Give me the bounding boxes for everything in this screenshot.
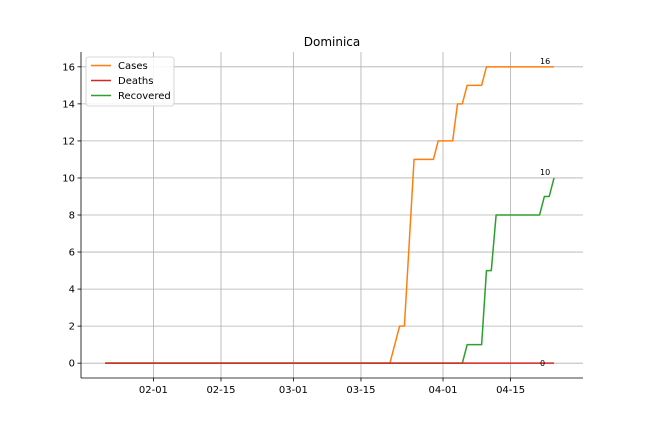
y-tick-label: 12 (62, 136, 75, 147)
end-label-cases: 16 (540, 57, 550, 66)
series-line-recovered (105, 177, 555, 364)
axes (77, 52, 583, 382)
x-tick-label: 04-01 (428, 385, 457, 396)
x-tick-label: 03-15 (346, 385, 375, 396)
y-tick-label: 16 (62, 62, 75, 73)
x-tick-label: 03-01 (279, 385, 308, 396)
legend: Cases Deaths Recovered (85, 56, 175, 107)
grid (81, 52, 583, 378)
y-tick-label: 4 (69, 285, 75, 296)
end-label-recovered: 10 (540, 168, 550, 177)
x-tick-label: 02-01 (139, 385, 168, 396)
y-tick-label: 6 (69, 248, 75, 259)
y-tick-label: 8 (69, 211, 75, 222)
x-tick-label: 02-15 (206, 385, 235, 396)
end-label-deaths: 0 (540, 359, 545, 368)
y-tick-label: 2 (69, 322, 75, 333)
series-lines (105, 66, 555, 364)
y-tick-label: 14 (62, 99, 75, 110)
legend-label-recovered: Recovered (118, 91, 171, 102)
x-tick-label: 04-15 (496, 385, 525, 396)
tick-labels: 0 2 4 6 8 10 12 14 16 02-01 02-15 03-01 03-15 04-01 04… (62, 62, 525, 396)
series-line-cases (105, 66, 555, 364)
chart-title: Dominica (304, 35, 361, 49)
legend-label-cases: Cases (118, 61, 148, 72)
y-tick-label: 10 (62, 173, 75, 184)
legend-label-deaths: Deaths (118, 76, 153, 87)
y-tick-label: 0 (69, 359, 75, 370)
legend-box (85, 56, 175, 107)
end-labels: 16 0 10 (540, 57, 550, 368)
